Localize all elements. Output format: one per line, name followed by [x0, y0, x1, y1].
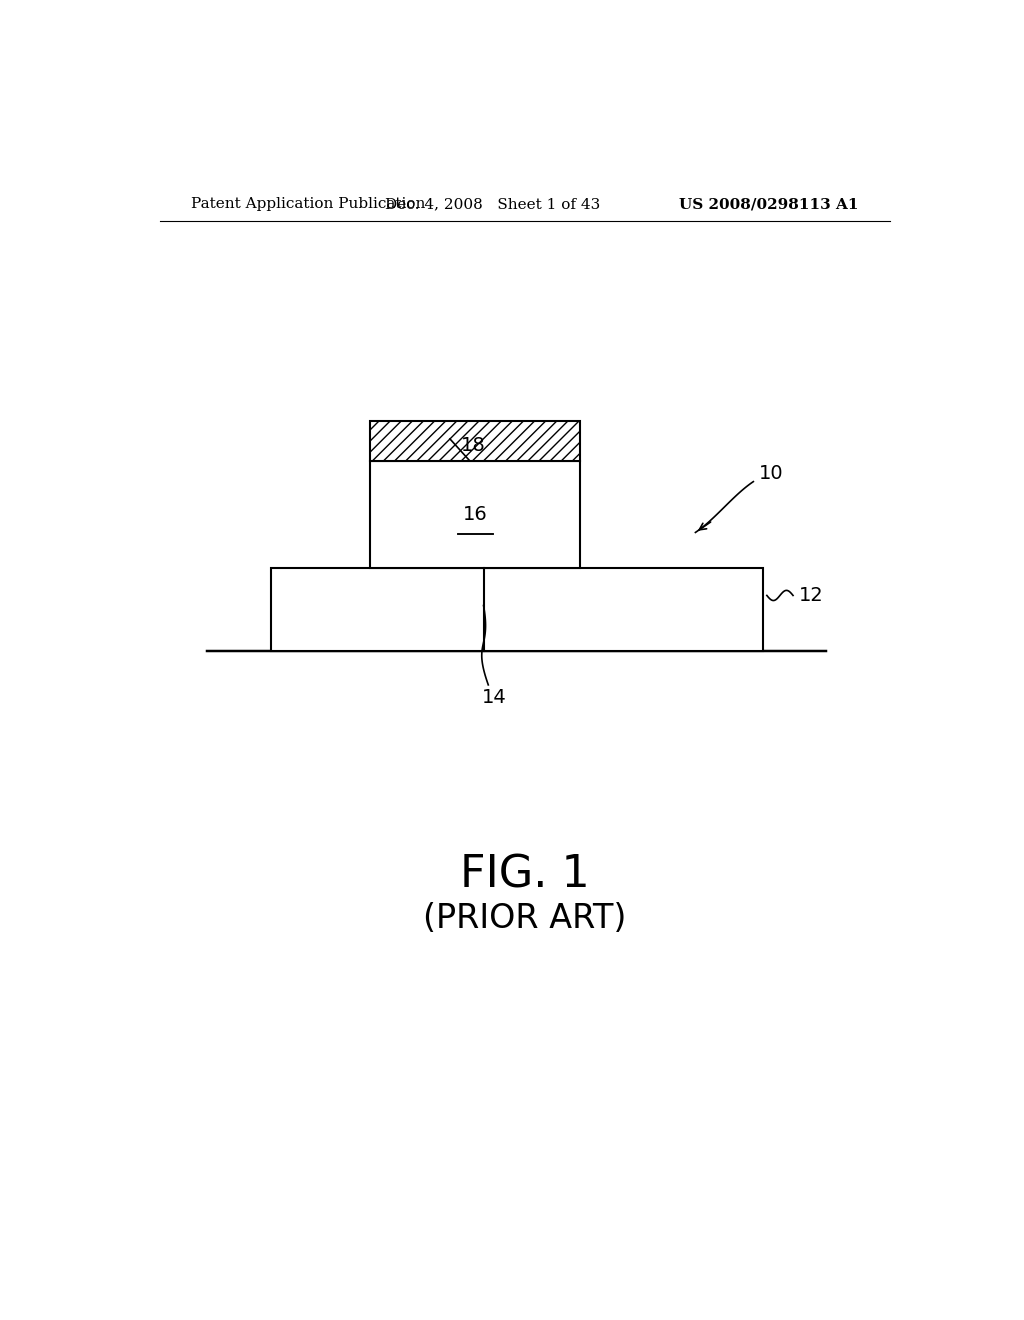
Text: 16: 16	[463, 506, 487, 524]
Text: 14: 14	[482, 688, 507, 706]
Text: Dec. 4, 2008   Sheet 1 of 43: Dec. 4, 2008 Sheet 1 of 43	[385, 197, 601, 211]
Text: FIG. 1: FIG. 1	[460, 854, 590, 896]
Bar	[370, 461, 581, 568]
Text: (PRIOR ART): (PRIOR ART)	[423, 902, 627, 935]
Text: Patent Application Publication: Patent Application Publication	[191, 197, 426, 211]
Text: US 2008/0298113 A1: US 2008/0298113 A1	[679, 197, 858, 211]
Text: 10: 10	[759, 465, 783, 483]
Text: 12: 12	[799, 586, 823, 605]
Text: 18: 18	[461, 436, 485, 454]
Bar	[370, 421, 581, 461]
Bar	[270, 568, 763, 651]
